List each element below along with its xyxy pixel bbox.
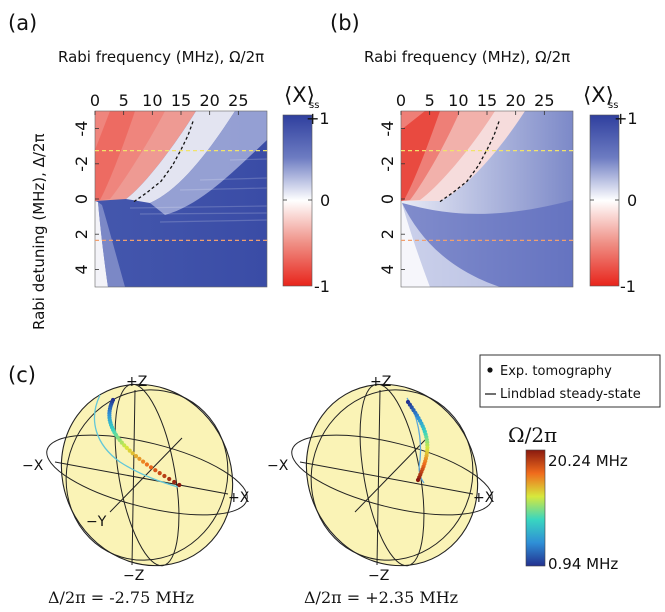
xtick-label-a-2: 10 (142, 91, 162, 110)
colorbar-b (589, 114, 620, 287)
omega-title: Ω/2π (508, 423, 557, 447)
bloch-point (137, 456, 142, 461)
bloch-point (162, 473, 167, 479)
colorbar-a-labels: ⟨X⟩ ss +1 0 -1 (283, 83, 330, 296)
ytick-label-a-2: 0 (72, 194, 91, 204)
bloch-sphere-left: +Z −Z +X −X −Y (22, 374, 250, 584)
axis-mz-left: −Z (123, 568, 144, 584)
axis-mx-left: −X (22, 458, 44, 474)
xtick-label-b-1: 5 (425, 91, 435, 110)
ytick-label-b-3: 2 (378, 229, 397, 239)
bloch-point (133, 454, 139, 459)
axis-pz-left: +Z (126, 374, 147, 390)
xtick-label-a-0: 0 (90, 91, 100, 110)
bloch-point (415, 477, 421, 483)
bloch-point (124, 445, 129, 450)
caption-left: Δ/2π = -2.75 MHz (48, 588, 194, 607)
bloch-point (153, 468, 158, 473)
ytick-label-b-2: 0 (378, 194, 397, 204)
axis-px-left: +X (228, 490, 250, 506)
bloch-point (177, 482, 182, 488)
xtick-label-a-3: 15 (171, 91, 191, 110)
xaxis-title-b: Rabi frequency (MHz), Ω/2π (364, 48, 570, 66)
colorbar-sub-a: ss (309, 100, 319, 111)
ytick-label-a-0: -4 (72, 121, 91, 137)
bloch-point (141, 459, 146, 464)
xtick-label-a-5: 25 (228, 91, 248, 110)
axis-my-left: −Y (86, 514, 107, 530)
legend-exp: Exp. tomography (500, 364, 612, 379)
colorbar-a (282, 114, 313, 287)
colorbar-title-b: ⟨X⟩ (583, 83, 614, 107)
xtick-label-b-2: 10 (448, 91, 468, 110)
xtick-label-b-4: 20 (505, 91, 525, 110)
axis-mx-right: −X (267, 458, 289, 474)
ytick-label-a-3: 2 (72, 229, 91, 239)
ytick-label-a-1: -2 (72, 156, 91, 172)
colorbar-sub-b: ss (608, 100, 618, 111)
colorbar-title-a: ⟨X⟩ (284, 83, 315, 107)
colorbar-tick-b-mid: 0 (627, 191, 637, 210)
legend-dot-icon (487, 367, 493, 373)
axis-pz-right: +Z (370, 374, 391, 390)
xtick-label-a-1: 5 (119, 91, 129, 110)
panel-label-a: (a) (8, 11, 37, 35)
xtick-label-a-4: 20 (199, 91, 219, 110)
colorbar-tick-a-mid: 0 (320, 191, 330, 210)
ytick-label-b-4: 4 (378, 264, 397, 274)
bloch-point (167, 476, 172, 482)
axis-px-right: +X (473, 490, 495, 506)
colorbar-tick-b-bot: -1 (620, 277, 636, 296)
bloch-left-points (107, 397, 182, 488)
bloch-point (144, 462, 149, 467)
ytick-label-b-1: -2 (378, 156, 397, 172)
xaxis-title-a: Rabi frequency (MHz), Ω/2π (58, 48, 264, 66)
panel-label-c: (c) (8, 363, 36, 387)
bloch-point (122, 443, 127, 448)
bloch-point (157, 471, 162, 476)
colorbar-tick-a-bot: -1 (314, 277, 330, 296)
bloch-point (127, 448, 132, 453)
bloch-point (172, 479, 177, 485)
colorbar-tick-a-top: +1 (306, 109, 330, 128)
ytick-label-a-4: 4 (72, 264, 91, 274)
omega-colorbar (525, 449, 546, 567)
caption-right: Δ/2π = +2.35 MHz (304, 588, 458, 607)
heatmap-a (95, 111, 267, 287)
omega-max-label: 20.24 MHz (548, 452, 628, 470)
yaxis-title: Rabi detuning (MHz), Δ/2π (30, 133, 48, 330)
bloch-legend: Exp. tomography Lindblad steady-state (479, 354, 661, 408)
bloch-point (130, 451, 135, 456)
bloch-sphere-right: +Z −Z +X −X (267, 374, 495, 584)
bloch-point (148, 465, 154, 470)
xtick-label-b-5: 25 (534, 91, 554, 110)
colorbar-tick-b-top: +1 (614, 109, 638, 128)
axis-mz-right: −Z (368, 568, 389, 584)
bloch-right-points (405, 399, 430, 483)
xtick-label-b-0: 0 (396, 91, 406, 110)
panel-label-b: (b) (330, 11, 360, 35)
colorbar-b-labels: ⟨X⟩ ss +1 0 -1 (583, 83, 638, 296)
ytick-label-b-0: -4 (378, 121, 397, 137)
heatmap-b (401, 111, 573, 287)
xtick-label-b-3: 15 (477, 91, 497, 110)
legend-lindblad: Lindblad steady-state (500, 387, 641, 402)
omega-min-label: 0.94 MHz (548, 555, 618, 573)
bloch-point (119, 440, 124, 445)
